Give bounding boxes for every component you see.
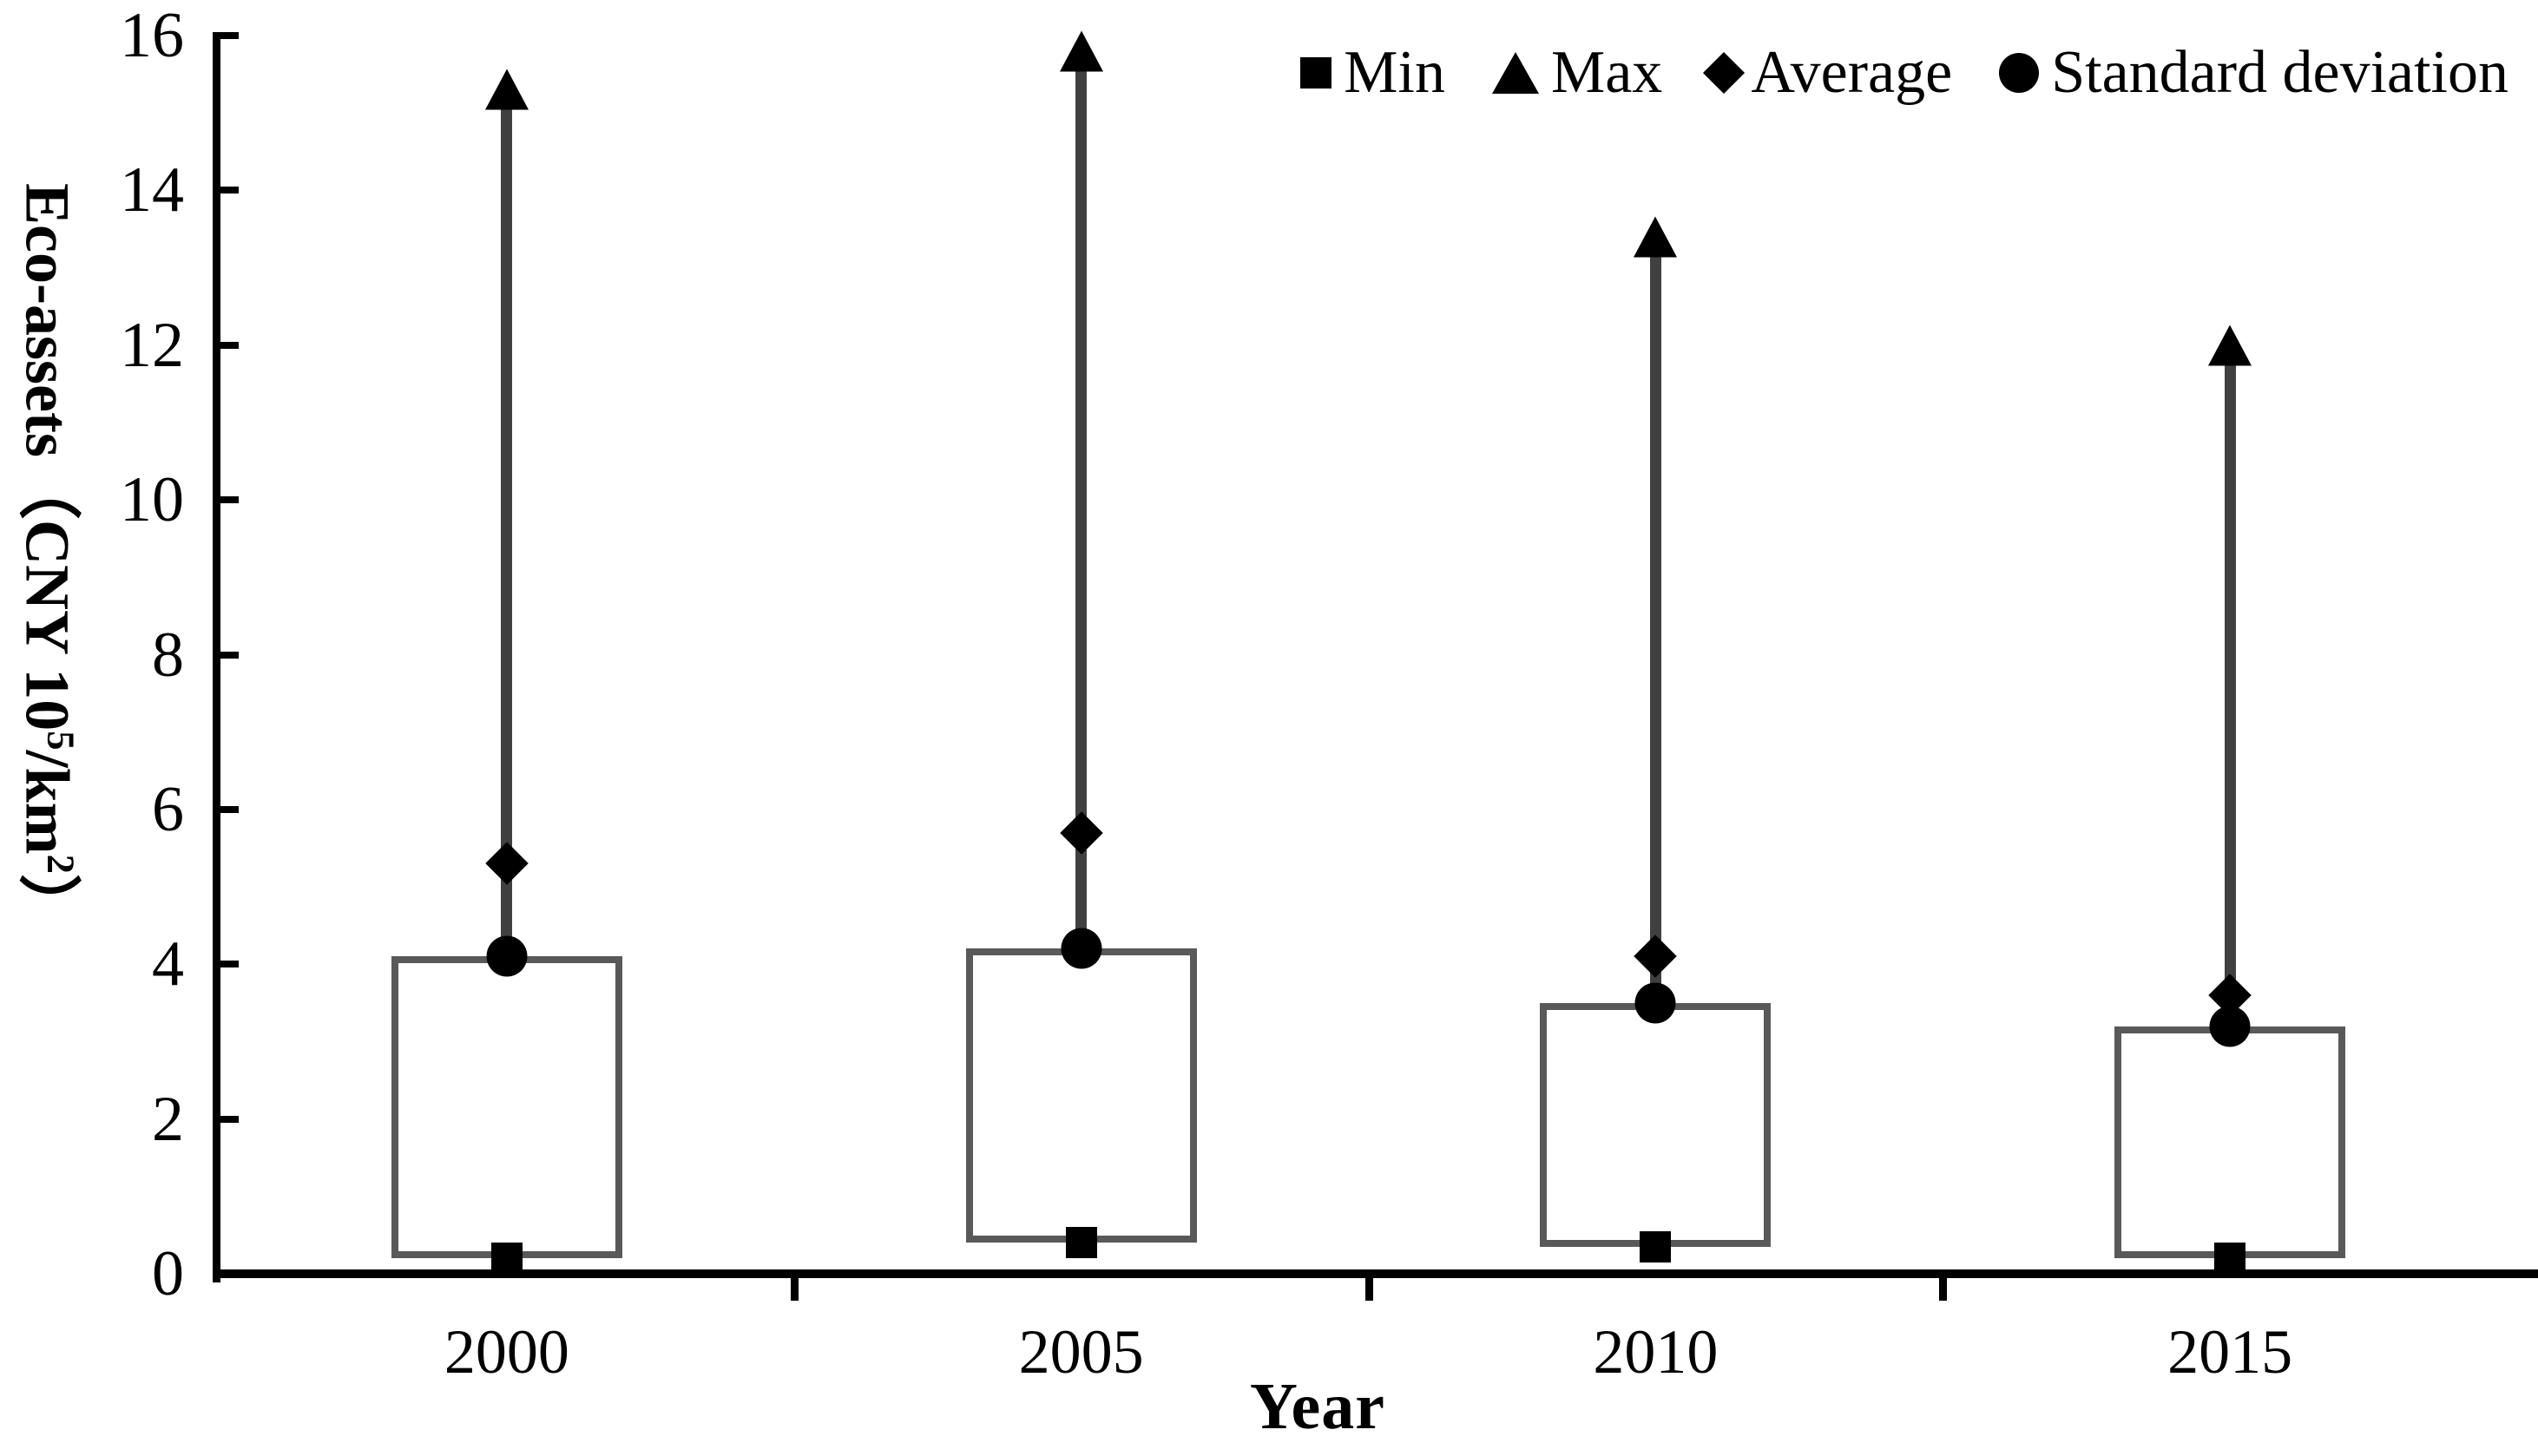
max-marker — [484, 69, 529, 110]
x-axis-tick — [1364, 1278, 1373, 1301]
legend-item-average: Average — [1703, 38, 1953, 108]
range-box — [391, 956, 622, 1259]
y-axis-title-sup-2: 2 — [39, 854, 83, 874]
y-axis-tick-label: 10 — [120, 464, 184, 536]
x-axis-tick — [790, 1278, 799, 1301]
min-marker — [2214, 1243, 2246, 1275]
legend-label-max: Max — [1551, 39, 1663, 106]
y-axis-tick-label: 0 — [152, 1238, 184, 1309]
y-axis-tick — [216, 651, 239, 659]
y-axis-tick-label: 2 — [152, 1083, 184, 1155]
average-marker — [1059, 810, 1103, 855]
y-axis-tick — [216, 32, 239, 39]
y-axis-title-sup-5: 5 — [39, 731, 83, 751]
y-axis-tick-label: 6 — [152, 773, 184, 845]
range-box — [1540, 1002, 1772, 1247]
x-axis-line — [213, 1269, 2538, 1278]
average-marker — [1634, 935, 1678, 979]
std-circle-icon — [1999, 53, 2040, 93]
max-stem — [2224, 344, 2236, 1026]
range-box — [965, 948, 1197, 1243]
min-marker — [1065, 1227, 1097, 1259]
max-marker — [2208, 325, 2252, 366]
range-box — [2114, 1026, 2346, 1259]
min-marker — [490, 1243, 523, 1275]
max-marker — [1634, 216, 1678, 258]
y-axis-tick-label: 4 — [152, 928, 184, 1000]
min-square-icon — [1300, 57, 1332, 89]
min-marker — [1640, 1230, 1672, 1263]
y-axis-tick — [216, 187, 239, 194]
y-axis-tick-label: 12 — [120, 309, 184, 381]
y-axis-tick — [216, 961, 239, 968]
legend-item-std: Standard deviation — [1999, 38, 2508, 108]
std-marker — [1634, 982, 1676, 1024]
y-axis-tick — [216, 805, 239, 813]
x-axis-category-label: 2015 — [2167, 1317, 2293, 1387]
y-axis-tick-label: 16 — [120, 0, 184, 71]
legend-item-min: Min — [1300, 38, 1445, 108]
x-axis-category-label: 2005 — [1018, 1317, 1144, 1387]
y-axis-tick — [216, 1115, 239, 1123]
std-marker — [486, 935, 528, 977]
std-marker — [1061, 928, 1102, 969]
legend-label-average: Average — [1751, 39, 1953, 106]
std-marker — [2209, 1006, 2251, 1047]
max-stem — [501, 89, 513, 957]
y-axis-tick-label: 8 — [152, 619, 184, 691]
legend-label-std: Standard deviation — [2051, 39, 2508, 106]
legend-item-max: Max — [1492, 38, 1662, 108]
y-axis-tick — [216, 496, 239, 504]
y-axis-title-suffix: ） — [12, 873, 82, 936]
average-diamond-icon — [1703, 51, 1746, 95]
x-axis-category-label: 2000 — [444, 1317, 569, 1387]
legend: Min Max Average Standard deviation — [1300, 38, 2508, 108]
x-axis-category-label: 2010 — [1593, 1317, 1719, 1387]
x-axis-tick — [1939, 1278, 1948, 1301]
y-axis-tick — [216, 341, 239, 349]
legend-label-min: Min — [1344, 39, 1445, 106]
max-stem — [1649, 236, 1661, 1003]
y-axis-tick-label: 14 — [120, 154, 184, 226]
max-stem — [1075, 50, 1088, 949]
average-marker — [485, 842, 529, 886]
x-axis-title: Year — [1250, 1370, 1385, 1443]
max-triangle-icon — [1492, 52, 1539, 94]
max-marker — [1059, 30, 1103, 72]
